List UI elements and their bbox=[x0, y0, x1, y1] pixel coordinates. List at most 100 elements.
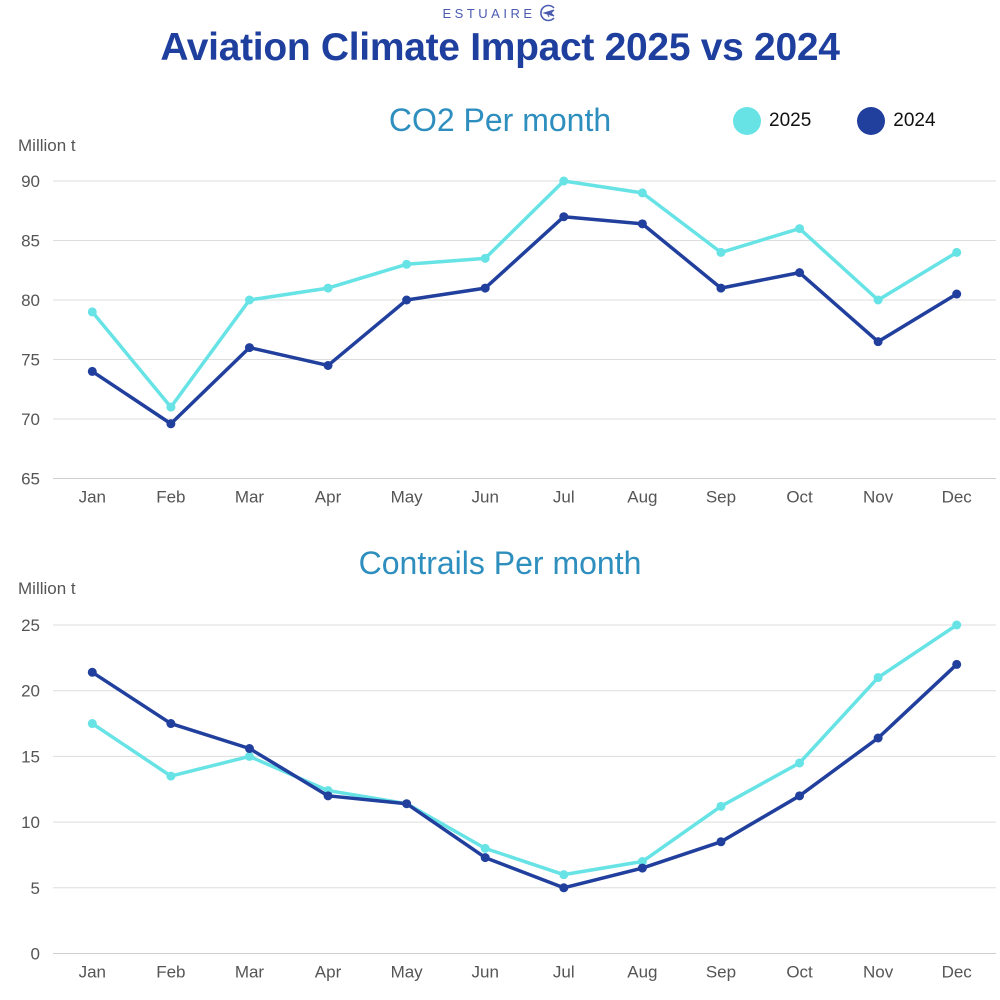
co2-data-point-2024[interactable] bbox=[952, 289, 962, 299]
contrails-y-tick-label: 5 bbox=[31, 879, 40, 898]
co2-series-line-2025 bbox=[90, 179, 958, 409]
co2-data-point-2025[interactable] bbox=[795, 224, 805, 234]
contrails-x-tick-label: Apr bbox=[315, 963, 342, 982]
contrails-x-tick-label: Feb bbox=[156, 963, 185, 982]
contrails-x-tick-label: Aug bbox=[627, 963, 657, 982]
co2-y-axis-label: Million t bbox=[18, 136, 76, 155]
co2-series-line-2024 bbox=[91, 214, 958, 426]
co2-x-tick-label: Dec bbox=[942, 488, 973, 507]
contrails-data-point-2025[interactable] bbox=[795, 758, 805, 768]
co2-y-tick-label: 70 bbox=[21, 410, 40, 429]
contrails-data-point-2024[interactable] bbox=[559, 883, 569, 893]
brand-logo: ESTUAIRE bbox=[0, 3, 1000, 23]
contrails-y-tick-label: 10 bbox=[21, 813, 40, 832]
co2-data-point-2025[interactable] bbox=[873, 295, 883, 305]
plane-circle-icon bbox=[539, 4, 555, 22]
co2-data-point-2024[interactable] bbox=[323, 360, 333, 370]
contrails-data-point-2024[interactable] bbox=[87, 667, 97, 677]
contrails-data-point-2025[interactable] bbox=[480, 843, 490, 853]
co2-data-point-2025[interactable] bbox=[402, 259, 412, 269]
legend-swatch-2024 bbox=[857, 107, 886, 135]
contrails-data-point-2025[interactable] bbox=[952, 620, 962, 630]
contrails-y-axis-label: Million t bbox=[18, 579, 76, 598]
legend-label-2024: 2024 bbox=[893, 110, 936, 131]
contrails-data-point-2024[interactable] bbox=[402, 799, 412, 809]
co2-y-tick-label: 80 bbox=[21, 291, 40, 310]
co2-x-tick-label: Sep bbox=[706, 488, 736, 507]
contrails-x-tick-label: Jun bbox=[471, 963, 498, 982]
contrails-data-point-2024[interactable] bbox=[166, 719, 176, 729]
contrails-data-point-2024[interactable] bbox=[637, 863, 647, 873]
co2-data-point-2024[interactable] bbox=[166, 419, 176, 429]
brand-name: ESTUAIRE bbox=[442, 5, 536, 21]
co2-data-point-2025[interactable] bbox=[637, 188, 647, 198]
co2-x-tick-label: Jan bbox=[79, 488, 106, 507]
co2-chart-title: CO2 Per month bbox=[388, 102, 612, 138]
co2-data-point-2025[interactable] bbox=[323, 283, 333, 293]
contrails-data-point-2025[interactable] bbox=[244, 751, 254, 761]
co2-data-point-2025[interactable] bbox=[716, 247, 726, 257]
contrails-y-tick-label: 15 bbox=[21, 747, 40, 766]
contrails-x-tick-label: May bbox=[391, 963, 424, 982]
contrails-x-tick-label: Jul bbox=[553, 963, 575, 982]
contrails-series-line-2025 bbox=[91, 623, 958, 877]
contrails-data-point-2024[interactable] bbox=[244, 744, 254, 754]
legend: 2025 2024 bbox=[733, 107, 982, 135]
contrails-data-point-2024[interactable] bbox=[873, 733, 883, 743]
co2-data-point-2025[interactable] bbox=[87, 307, 97, 317]
co2-x-tick-label: Mar bbox=[235, 488, 265, 507]
contrails-data-point-2024[interactable] bbox=[716, 837, 726, 847]
contrails-x-tick-label: Sep bbox=[706, 963, 736, 982]
contrails-data-point-2024[interactable] bbox=[952, 659, 962, 669]
contrails-data-point-2024[interactable] bbox=[795, 791, 805, 801]
co2-data-point-2024[interactable] bbox=[244, 343, 254, 353]
co2-data-point-2024[interactable] bbox=[716, 283, 726, 293]
co2-data-point-2025[interactable] bbox=[480, 253, 490, 263]
co2-data-point-2024[interactable] bbox=[480, 283, 490, 293]
co2-y-tick-label: 85 bbox=[21, 232, 40, 251]
co2-data-point-2024[interactable] bbox=[87, 366, 97, 376]
co2-data-point-2025[interactable] bbox=[244, 295, 254, 305]
legend-item-2024[interactable]: 2024 bbox=[857, 107, 936, 135]
contrails-data-point-2025[interactable] bbox=[166, 771, 176, 781]
contrails-x-tick-label: Jan bbox=[79, 963, 106, 982]
co2-x-tick-label: Feb bbox=[156, 488, 185, 507]
contrails-data-point-2025[interactable] bbox=[873, 673, 883, 683]
co2-x-tick-label: Jul bbox=[553, 488, 575, 507]
co2-data-point-2024[interactable] bbox=[559, 212, 569, 222]
contrails-y-tick-label: 25 bbox=[21, 616, 40, 635]
co2-data-point-2024[interactable] bbox=[402, 295, 412, 305]
co2-data-point-2024[interactable] bbox=[637, 219, 647, 229]
contrails-x-tick-label: Nov bbox=[863, 963, 894, 982]
co2-line-chart: 65 70 75 80 85 90 Jan Feb Mar Apr May Jun Jul Aug Sep O… bbox=[21, 172, 996, 507]
co2-y-tick-label: 75 bbox=[21, 351, 40, 370]
co2-data-point-2025[interactable] bbox=[559, 176, 569, 186]
contrails-data-point-2025[interactable] bbox=[87, 719, 97, 729]
co2-x-tick-label: Apr bbox=[315, 488, 342, 507]
co2-data-point-2024[interactable] bbox=[873, 337, 883, 347]
legend-label-2025: 2025 bbox=[769, 110, 812, 131]
contrails-series-line-2024 bbox=[91, 663, 958, 890]
legend-swatch-2025 bbox=[733, 107, 761, 135]
co2-data-point-2025[interactable] bbox=[166, 402, 176, 412]
contrails-data-point-2025[interactable] bbox=[716, 801, 726, 811]
co2-x-tick-label: May bbox=[391, 488, 424, 507]
contrails-x-tick-label: Oct bbox=[786, 963, 813, 982]
contrails-data-point-2024[interactable] bbox=[480, 853, 490, 863]
co2-y-tick-label: 65 bbox=[21, 470, 40, 489]
contrails-y-tick-label: 0 bbox=[31, 945, 40, 964]
contrails-x-tick-label: Dec bbox=[942, 963, 973, 982]
co2-x-tick-label: Oct bbox=[786, 488, 813, 507]
co2-data-point-2025[interactable] bbox=[952, 247, 962, 257]
legend-item-2025[interactable]: 2025 bbox=[733, 107, 811, 135]
contrails-data-point-2025[interactable] bbox=[637, 857, 647, 867]
contrails-data-point-2025[interactable] bbox=[559, 870, 569, 880]
co2-data-point-2024[interactable] bbox=[795, 268, 805, 278]
co2-x-tick-label: Jun bbox=[471, 488, 498, 507]
contrails-data-point-2024[interactable] bbox=[323, 791, 333, 801]
contrails-x-tick-label: Mar bbox=[235, 963, 265, 982]
page-title: Aviation Climate Impact 2025 vs 2024 bbox=[160, 26, 840, 69]
co2-x-tick-label: Nov bbox=[863, 488, 894, 507]
co2-x-tick-label: Aug bbox=[627, 488, 657, 507]
